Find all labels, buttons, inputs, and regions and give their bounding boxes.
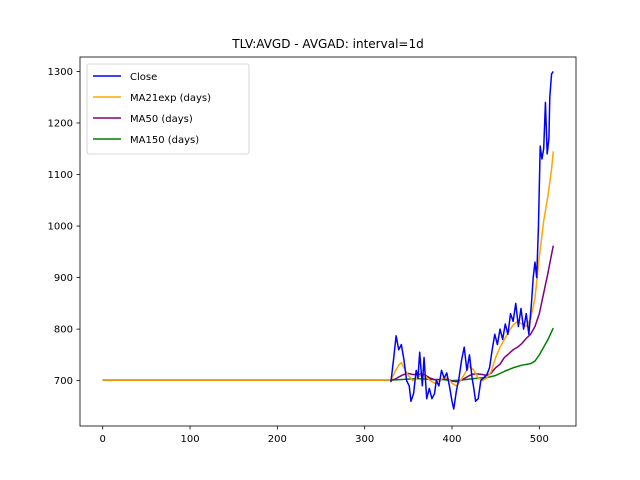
plot-frame <box>79 56 577 427</box>
x-axis: 0 100 200 300 400 500 <box>100 426 549 445</box>
legend-label: MA150 (days) <box>130 135 199 146</box>
y-tick-label: 1200 <box>48 118 73 129</box>
legend-box <box>86 63 250 155</box>
chart-title: TLV:AVGD - AVGAD: interval=1d <box>231 37 423 51</box>
y-tick-label: 1000 <box>48 222 73 233</box>
x-tick-label: 500 <box>530 434 549 445</box>
x-tick-label: 300 <box>355 434 374 445</box>
series-line-ma50-days <box>102 245 555 383</box>
y-tick-label: 1300 <box>48 67 73 78</box>
x-tick-label: 0 <box>100 434 106 445</box>
y-axis: 700 800 900 1000 1100 1200 1300 <box>48 67 80 387</box>
x-tick-label: 400 <box>442 434 461 445</box>
series-line-ma21exp-days <box>102 151 555 387</box>
series-line-close <box>390 71 554 410</box>
series-line-ma150-days <box>102 327 554 382</box>
y-tick-label: 700 <box>54 376 73 387</box>
legend-label: MA50 (days) <box>130 114 193 125</box>
y-tick-label: 800 <box>54 325 73 336</box>
legend: Close MA21exp (days) MA50 (days) MA150 (day… <box>86 63 250 155</box>
plot-area <box>102 71 555 410</box>
x-tick-label: 100 <box>180 434 199 445</box>
x-tick-label: 200 <box>268 434 287 445</box>
y-tick-label: 1100 <box>48 170 73 181</box>
y-tick-label: 900 <box>54 273 73 284</box>
legend-label: Close <box>130 72 157 83</box>
legend-label: MA21exp (days) <box>130 93 211 104</box>
